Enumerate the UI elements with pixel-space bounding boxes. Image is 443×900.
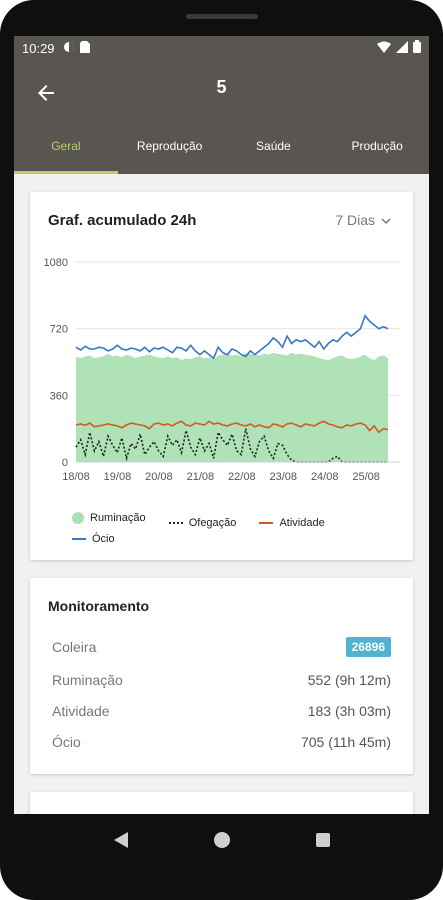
x-tick-label: 24/08 <box>311 471 339 483</box>
status-icons <box>377 40 421 56</box>
battery-icon <box>413 40 421 56</box>
square-recents-icon[interactable] <box>311 828 335 852</box>
legend-item-ofegacao: Ofegação <box>168 515 237 531</box>
tab-geral[interactable]: Geral <box>14 122 118 174</box>
back-arrow-icon[interactable] <box>34 81 58 105</box>
status-time: 10:29 <box>22 41 55 56</box>
series-area-ruminacao <box>76 352 388 462</box>
legend-label-atividade: Atividade <box>279 517 325 529</box>
monitoring-row-coleira: Coleira 26896 <box>52 636 391 658</box>
content-scroll[interactable]: Graf. acumulado 24h 7 Dias 1080 720 360 0 18… <box>14 174 429 814</box>
x-tick-label: 22/08 <box>228 471 256 483</box>
legend-swatch-atividade <box>259 522 274 524</box>
legend-label-ocio: Ócio <box>92 533 115 545</box>
chevron-down-icon <box>381 212 391 228</box>
chart-card: Graf. acumulado 24h 7 Dias 1080 720 360 0 18… <box>30 192 413 560</box>
status-bar: 10:29 <box>14 36 429 61</box>
collar-badge: 26896 <box>345 637 391 657</box>
x-tick-label: 25/08 <box>352 471 380 483</box>
system-nav-bar <box>0 814 443 866</box>
legend-swatch-ofegacao <box>168 522 183 524</box>
monitoring-row-atividade: Atividade 183 (3h 03m) <box>52 700 391 722</box>
app-bar: 5 <box>14 61 429 122</box>
series-line-ocio <box>75 314 389 360</box>
monitoring-row-ocio: Ócio 705 (11h 45m) <box>52 731 391 753</box>
row-value: 183 (3h 03m) <box>307 703 391 719</box>
row-value: 705 (11h 45m) <box>300 734 391 750</box>
next-card <box>30 792 413 814</box>
chart-title: Graf. acumulado 24h <box>48 212 197 229</box>
row-label: Ócio <box>52 734 81 750</box>
legend-label-ofegacao: Ofegação <box>188 517 237 529</box>
y-tick-label: 0 <box>62 457 68 469</box>
tab-reproducao[interactable]: Reprodução <box>136 139 203 153</box>
x-tick-label: 20/08 <box>145 471 173 483</box>
triangle-back-icon[interactable] <box>109 828 133 852</box>
series-line-atividade <box>75 420 389 434</box>
wifi-icon <box>377 41 391 56</box>
y-tick-label: 1080 <box>44 257 68 269</box>
tab-saude[interactable]: Saúde <box>256 139 291 153</box>
x-tick-label: 19/08 <box>104 471 132 483</box>
row-label: Atividade <box>52 703 110 719</box>
chart-legend: Ruminação Ofegação Atividade Ócio <box>72 510 412 547</box>
monitoring-card: Monitoramento Coleira 26896 Ruminação 55… <box>30 578 413 774</box>
row-label: Coleira <box>52 639 97 655</box>
legend-item-ocio: Ócio <box>72 531 115 547</box>
monitoring-row-ruminacao: Ruminação 552 (9h 12m) <box>52 669 391 691</box>
monitoring-title: Monitoramento <box>48 598 150 614</box>
y-tick-label: 360 <box>50 390 68 402</box>
tab-producao[interactable]: Produção <box>351 139 403 153</box>
data-saver-icon <box>63 41 75 56</box>
x-tick-label: 21/08 <box>187 471 215 483</box>
legend-item-ruminacao: Ruminação <box>72 510 146 526</box>
legend-swatch-ruminacao <box>72 512 84 524</box>
page-title: 5 <box>216 77 227 97</box>
period-dropdown[interactable]: 7 Dias <box>335 212 391 228</box>
circle-home-icon[interactable] <box>210 828 234 852</box>
legend-swatch-ocio <box>72 538 86 540</box>
period-label: 7 Dias <box>335 212 375 228</box>
legend-item-atividade: Atividade <box>259 515 325 531</box>
x-tick-label: 23/08 <box>269 471 297 483</box>
row-label: Ruminação <box>52 672 123 688</box>
legend-label-ruminacao: Ruminação <box>90 512 146 524</box>
x-tick-label: 18/08 <box>62 471 90 483</box>
screen: 10:29 5 <box>14 36 429 814</box>
row-value: 552 (9h 12m) <box>307 672 391 688</box>
accumulated-chart: 1080 720 360 0 18/08 19/08 20/08 21/08 22/08 23/0… <box>44 257 400 483</box>
tab-bar: Geral Reprodução Saúde Produção <box>14 122 429 174</box>
signal-icon <box>396 40 408 56</box>
speaker-grill <box>186 14 258 19</box>
sim-card-icon <box>79 41 90 56</box>
y-tick-label: 720 <box>50 324 68 336</box>
series-line-ofegacao <box>75 428 388 463</box>
